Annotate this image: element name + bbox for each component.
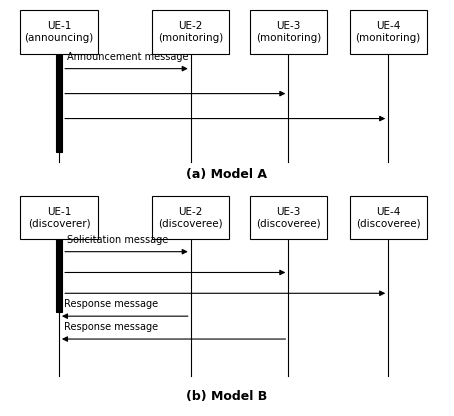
FancyBboxPatch shape bbox=[56, 54, 62, 152]
Text: UE-4
(discoveree): UE-4 (discoveree) bbox=[356, 207, 420, 228]
FancyBboxPatch shape bbox=[250, 10, 327, 54]
FancyBboxPatch shape bbox=[152, 196, 229, 239]
Text: UE-1
(announcing): UE-1 (announcing) bbox=[25, 22, 94, 43]
Text: (b) Model B: (b) Model B bbox=[187, 389, 267, 403]
FancyBboxPatch shape bbox=[152, 10, 229, 54]
FancyBboxPatch shape bbox=[350, 196, 427, 239]
Text: Solicitation message: Solicitation message bbox=[67, 235, 168, 245]
FancyBboxPatch shape bbox=[56, 239, 62, 312]
Text: Response message: Response message bbox=[64, 299, 158, 309]
Text: UE-1
(discoverer): UE-1 (discoverer) bbox=[28, 207, 90, 228]
FancyBboxPatch shape bbox=[20, 196, 98, 239]
Text: UE-2
(monitoring): UE-2 (monitoring) bbox=[158, 22, 223, 43]
Text: UE-2
(discoveree): UE-2 (discoveree) bbox=[158, 207, 223, 228]
Text: UE-3
(monitoring): UE-3 (monitoring) bbox=[256, 22, 321, 43]
FancyBboxPatch shape bbox=[350, 10, 427, 54]
Text: UE-4
(monitoring): UE-4 (monitoring) bbox=[355, 22, 421, 43]
Text: Response message: Response message bbox=[64, 322, 158, 332]
Text: Announcement message: Announcement message bbox=[67, 52, 188, 62]
Text: UE-3
(discoveree): UE-3 (discoveree) bbox=[256, 207, 321, 228]
FancyBboxPatch shape bbox=[250, 196, 327, 239]
FancyBboxPatch shape bbox=[20, 10, 98, 54]
Text: (a) Model A: (a) Model A bbox=[187, 168, 267, 181]
